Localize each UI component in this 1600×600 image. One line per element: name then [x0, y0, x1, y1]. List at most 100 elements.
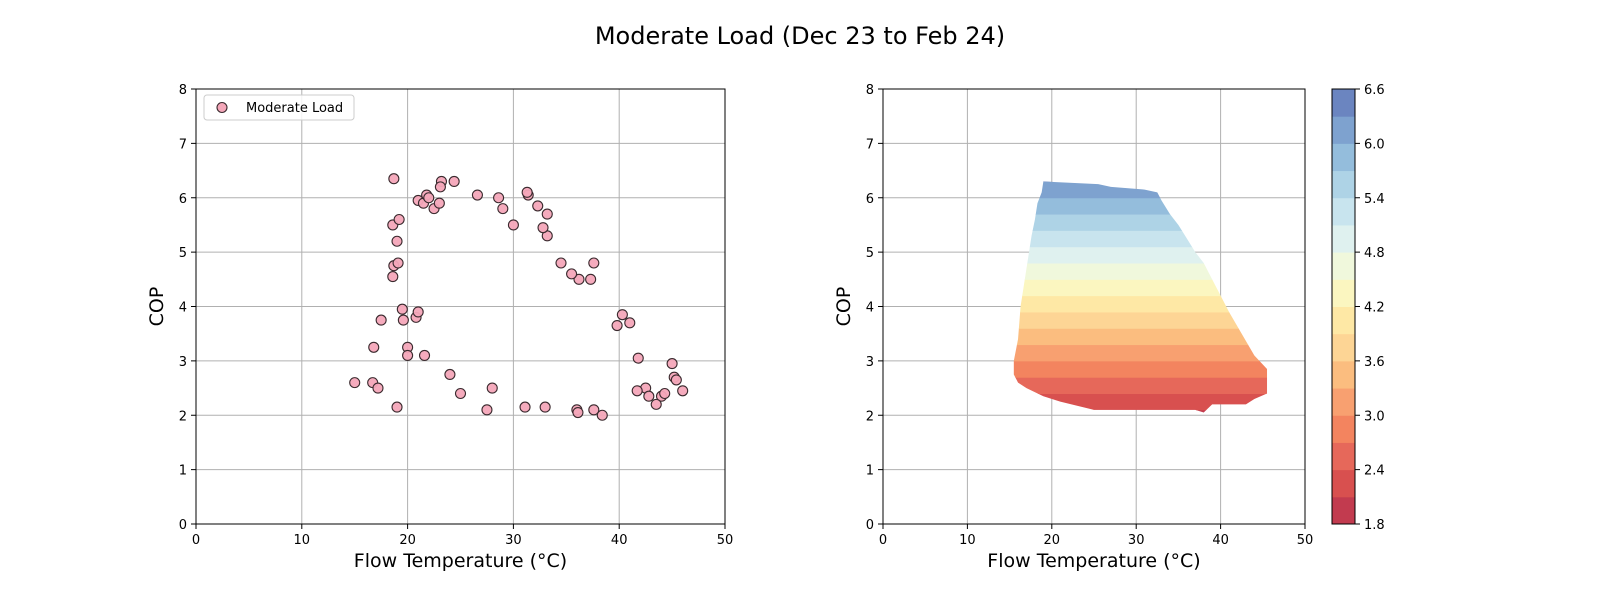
contour-band	[1013, 409, 1268, 413]
x-tick-label: 0	[879, 533, 887, 548]
y-tick-label: 5	[179, 246, 187, 261]
scatter-point	[670, 374, 682, 386]
y-tick-label: 7	[866, 137, 874, 152]
scatter-point	[532, 200, 544, 212]
x-axis-label: Flow Temperature (°C)	[987, 550, 1200, 572]
scatter-point	[555, 257, 567, 269]
colorbar-tick-label: 5.4	[1364, 192, 1385, 207]
contour-band	[1013, 295, 1268, 313]
scatter-point	[433, 197, 445, 209]
plot-frame	[195, 88, 726, 525]
colorbar-tick-label: 3.0	[1364, 409, 1385, 424]
y-axis-label: COP	[146, 287, 168, 327]
scatter-point	[624, 317, 636, 329]
x-tick-label: 20	[1044, 533, 1061, 548]
scatter-point	[391, 401, 403, 413]
y-tick-label: 7	[179, 137, 187, 152]
contour-band	[1013, 377, 1268, 394]
x-tick-label: 50	[717, 533, 734, 548]
figure-title: Moderate Load (Dec 23 to Feb 24)	[594, 22, 1006, 50]
contour-band	[1013, 246, 1268, 264]
x-tick-label: 40	[611, 533, 628, 548]
scatter-plot: 0 10 20 30 40 50 0 1 2 3 4 5 6 7 8 Flow Temperature (°C…	[146, 83, 733, 572]
scatter-point	[572, 406, 584, 419]
bands	[1013, 181, 1268, 413]
scatter-point	[423, 192, 435, 204]
contour-band	[1013, 393, 1268, 411]
legend-box	[203, 94, 355, 121]
y-tick-label: 6	[179, 192, 187, 207]
scatter-point	[454, 387, 467, 400]
scatter-point	[659, 387, 671, 400]
y-tick-label: 2	[179, 409, 187, 424]
scatter-point	[519, 401, 531, 413]
y-tick-label: 0	[179, 518, 187, 533]
colorbar-segment	[1332, 279, 1355, 307]
y-tick-label: 0	[866, 518, 874, 533]
scatter-point	[391, 235, 403, 247]
scatter-point	[588, 404, 600, 416]
scatter-point	[650, 398, 662, 410]
contour-band	[1013, 181, 1268, 182]
colorbar-segment	[1332, 143, 1355, 172]
scatter-point	[631, 385, 643, 397]
y-tick-label: 4	[866, 301, 874, 316]
contour-band	[1013, 214, 1268, 231]
colorbar-tick-label: 4.2	[1364, 301, 1385, 316]
scatter-point	[393, 213, 405, 226]
scatter-point	[493, 192, 505, 204]
scatter-point	[677, 385, 689, 397]
scatter-points	[349, 173, 689, 421]
colorbar-segment	[1332, 360, 1355, 389]
plot-frame	[882, 88, 1306, 525]
colorbar-segment	[1332, 496, 1355, 525]
colorbar-tick-label: 4.8	[1364, 246, 1385, 261]
scatter-point	[471, 189, 483, 201]
colorbar-tick-label: 1.8	[1364, 518, 1385, 533]
colorbar-segment	[1332, 197, 1355, 226]
scatter-point	[585, 273, 597, 285]
scatter-point	[397, 314, 409, 326]
scatter-point	[372, 382, 384, 394]
y-tick-label: 4	[179, 301, 187, 316]
y-tick-label: 1	[866, 464, 874, 479]
scatter-point	[349, 377, 361, 389]
scatter-point	[616, 309, 628, 321]
scatter-point	[566, 268, 578, 280]
colorbar-segment	[1332, 306, 1355, 335]
scatter-point	[418, 349, 431, 361]
x-tick-label: 20	[399, 533, 416, 548]
scatter-point	[481, 404, 493, 416]
contour-band	[1013, 328, 1268, 346]
scatter-point	[596, 409, 608, 421]
scatter-point	[486, 382, 498, 394]
colorbar-segment	[1332, 252, 1355, 280]
scatter-point	[444, 368, 456, 381]
x-tick-label: 10	[959, 533, 976, 548]
scatter-point	[541, 208, 553, 220]
contour-bands	[1013, 181, 1268, 413]
colorbar-segment	[1332, 469, 1355, 498]
contour-band	[1013, 263, 1268, 280]
scatter-point	[375, 314, 387, 326]
x-tick-label: 30	[1128, 533, 1145, 548]
y-tick-label: 8	[866, 83, 874, 98]
colorbar-tick-label: 6.0	[1364, 137, 1385, 152]
y-tick-label: 1	[179, 464, 187, 479]
colorbar-tick-label: 6.6	[1364, 83, 1385, 98]
contour-band	[1013, 197, 1268, 215]
scatter-point	[368, 341, 380, 353]
scatter-point	[497, 203, 509, 215]
scatter-point	[632, 352, 644, 364]
legend-label: Moderate Load	[246, 101, 343, 116]
contour-band	[1013, 230, 1268, 248]
x-tick-label: 0	[192, 533, 200, 548]
colorbar-tick-label: 3.6	[1364, 355, 1385, 370]
x-axis-label: Flow Temperature (°C)	[354, 550, 567, 572]
legend-marker	[216, 101, 228, 114]
legend: Moderate Load	[203, 94, 355, 121]
scatter-point	[402, 349, 414, 361]
scatter-point	[521, 186, 533, 198]
